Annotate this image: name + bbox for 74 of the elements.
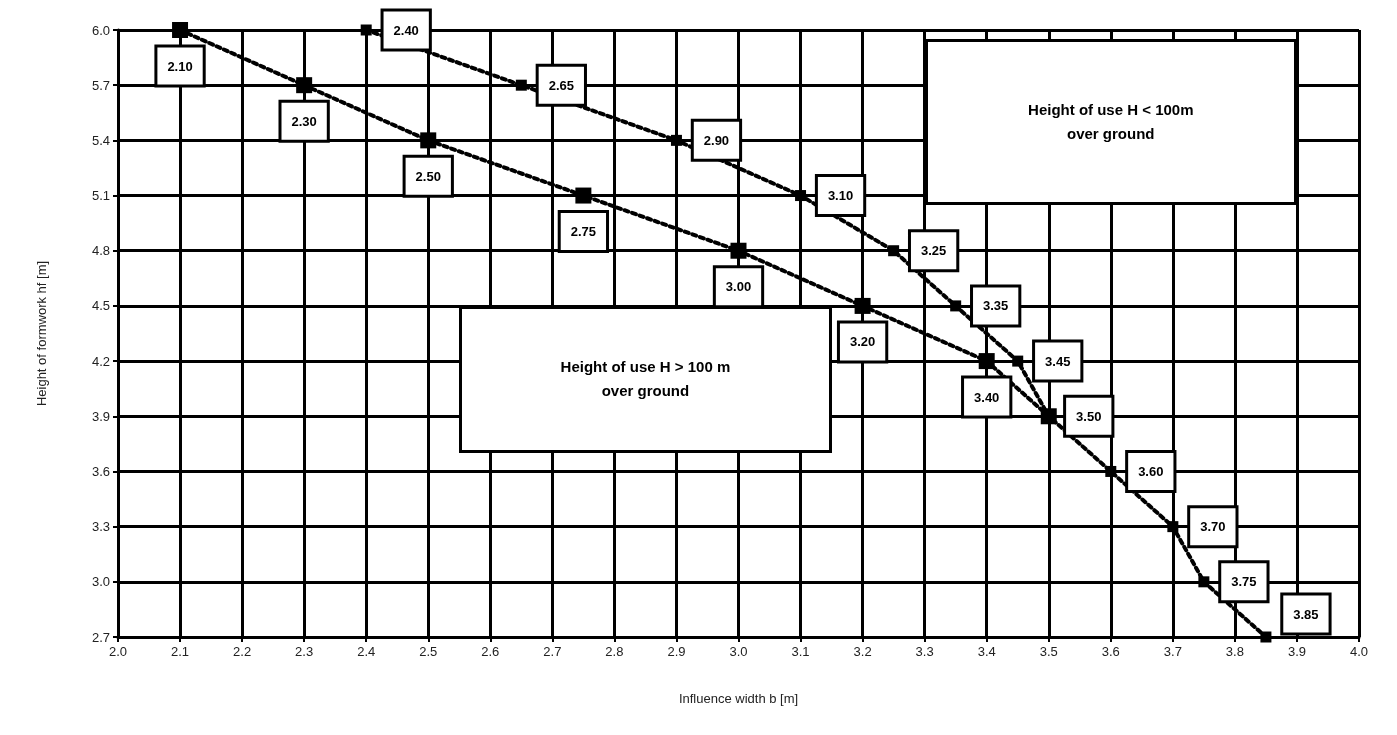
point (296, 77, 313, 94)
annotation: 3.20 (849, 334, 876, 350)
y-tick-label: 5.7 (91, 77, 110, 93)
point (360, 24, 372, 36)
annotation: 2.40 (393, 22, 419, 38)
annotation: 2.90 (703, 132, 730, 148)
y-axis-title: Height of formwork hf [m] (34, 260, 49, 407)
x-tick-label: 3.6 (1101, 644, 1120, 659)
point (420, 132, 437, 149)
x-tick-label: 2.8 (605, 644, 624, 659)
x-tick-label: 3.3 (915, 644, 934, 659)
annotation: 3.00 (725, 279, 752, 295)
point (515, 79, 527, 91)
y-tick-label: 6.0 (91, 22, 110, 38)
x-tick-label: 3.0 (729, 644, 748, 659)
point (1167, 521, 1179, 533)
point (1260, 631, 1272, 643)
x-tick-label: 2.9 (667, 644, 686, 659)
point (978, 353, 995, 370)
x-tick-label: 2.5 (419, 644, 438, 659)
y-tick-label: 5.1 (91, 188, 110, 204)
point (172, 22, 189, 38)
y-tick-label: 3.6 (91, 463, 110, 479)
point (950, 300, 962, 312)
point (795, 190, 807, 202)
y-tick-label: 4.5 (91, 298, 110, 314)
x-tick-label: 2.6 (481, 644, 500, 659)
note-box: Height of use H > 100 m over ground (459, 305, 832, 454)
note-box: Height of use H < 100m over ground (924, 39, 1297, 205)
annotation: 2.65 (548, 77, 574, 93)
point (575, 187, 592, 204)
x-tick-label: 3.1 (791, 644, 810, 659)
x-tick-label: 2.7 (543, 644, 562, 659)
annotation: 2.30 (291, 113, 317, 129)
point (730, 242, 747, 259)
x-axis-title: Influence width b [m] (678, 691, 799, 706)
x-tick-label: 2.1 (171, 644, 190, 659)
point (854, 297, 871, 314)
x-tick-label: 2.3 (295, 644, 314, 659)
annotation: 3.75 (1231, 574, 1257, 590)
annotation: 2.75 (570, 224, 597, 240)
point (888, 245, 900, 257)
y-tick-label: 4.8 (91, 243, 110, 259)
y-tick-label: 3.9 (91, 408, 110, 424)
annotation: 3.35 (983, 298, 1009, 314)
annotation: 3.10 (827, 188, 854, 204)
y-tick-label: 3.0 (91, 574, 110, 590)
x-tick-label: 2.0 (108, 644, 128, 659)
y-tick-label: 5.4 (91, 132, 110, 148)
annotation: 3.45 (1045, 353, 1071, 369)
point (1012, 355, 1024, 367)
x-tick-label: 3.9 (1287, 644, 1306, 659)
point (1105, 465, 1117, 477)
annotation: 2.50 (415, 168, 441, 184)
x-tick-label: 3.5 (1039, 644, 1058, 659)
y-tick-label: 2.7 (91, 629, 110, 645)
annotation: 3.40 (974, 389, 1000, 405)
x-tick-label: 3.8 (1225, 644, 1244, 659)
point (1198, 576, 1210, 588)
annotation: 3.25 (920, 243, 947, 259)
annotation: 2.10 (167, 58, 193, 74)
point (670, 134, 682, 146)
x-tick-label: 2.2 (233, 644, 252, 659)
annotation: 3.50 (1076, 408, 1102, 424)
x-tick-label: 2.4 (357, 644, 376, 659)
annotation: 3.60 (1138, 463, 1164, 479)
annotation: 3.85 (1293, 606, 1319, 622)
x-tick-label: 3.7 (1163, 644, 1182, 659)
y-tick-label: 4.2 (91, 353, 110, 369)
annotation: 3.70 (1200, 519, 1226, 535)
x-tick-label: 3.2 (853, 644, 872, 659)
y-tick-label: 3.3 (91, 519, 110, 535)
x-tick-label: 3.4 (977, 644, 996, 659)
x-tick-label: 4.0 (1349, 644, 1369, 659)
